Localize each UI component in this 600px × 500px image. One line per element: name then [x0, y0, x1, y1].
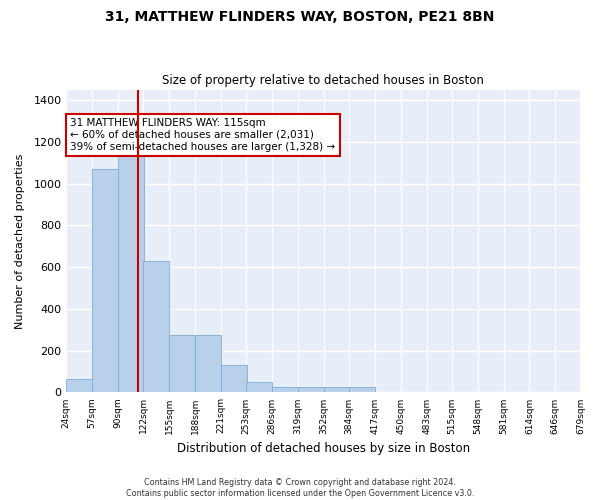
Title: Size of property relative to detached houses in Boston: Size of property relative to detached ho…	[163, 74, 484, 87]
Bar	[221, 366, 247, 392]
Bar	[118, 151, 144, 392]
Bar	[246, 382, 272, 392]
Bar	[272, 387, 298, 392]
Text: Contains HM Land Registry data © Crown copyright and database right 2024.
Contai: Contains HM Land Registry data © Crown c…	[126, 478, 474, 498]
Text: 31 MATTHEW FLINDERS WAY: 115sqm
← 60% of detached houses are smaller (2,031)
39%: 31 MATTHEW FLINDERS WAY: 115sqm ← 60% of…	[70, 118, 335, 152]
Y-axis label: Number of detached properties: Number of detached properties	[15, 154, 25, 328]
X-axis label: Distribution of detached houses by size in Boston: Distribution of detached houses by size …	[177, 442, 470, 455]
Bar	[92, 170, 118, 392]
Bar	[298, 387, 324, 392]
Bar	[67, 379, 92, 392]
Bar	[324, 387, 350, 392]
Bar	[143, 261, 169, 392]
Text: 31, MATTHEW FLINDERS WAY, BOSTON, PE21 8BN: 31, MATTHEW FLINDERS WAY, BOSTON, PE21 8…	[106, 10, 494, 24]
Bar	[195, 335, 221, 392]
Bar	[169, 335, 195, 392]
Bar	[349, 387, 375, 392]
